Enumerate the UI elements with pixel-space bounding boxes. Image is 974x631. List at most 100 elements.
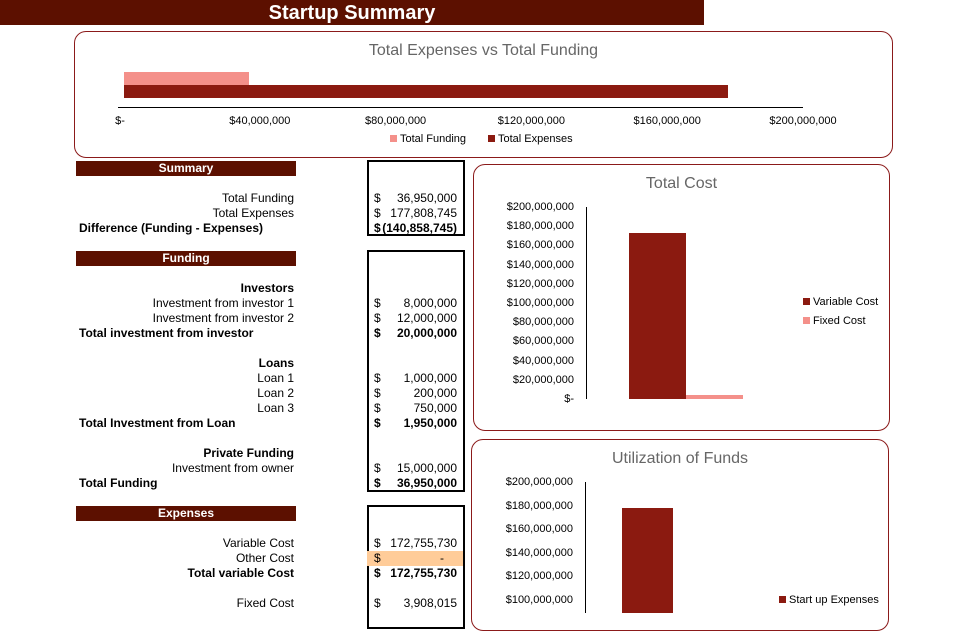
dollar-sign: $ — [374, 461, 381, 475]
row-label: Investment from owner — [171, 461, 294, 475]
legend-label: Fixed Cost — [813, 315, 866, 327]
x-tick-label: $- — [115, 115, 125, 127]
row-label: Difference (Funding - Expenses) — [79, 221, 264, 235]
row-label: Other Cost — [235, 551, 294, 565]
chart-utilization-of-funds: Utilization of Funds — [471, 439, 889, 631]
dollar-sign: $ — [374, 536, 381, 550]
y-tick-label: $120,000,000 — [505, 570, 573, 583]
row-label: Fixed Cost — [236, 596, 294, 610]
chart-title: Total Expenses vs Total Funding — [368, 42, 599, 59]
dollar-sign: $ — [374, 476, 381, 490]
y-tick-label: $200,000,000 — [505, 476, 573, 488]
dollar-sign: $ — [374, 191, 381, 205]
bar-fixed-cost — [686, 395, 743, 399]
row-label: Total Funding — [79, 476, 158, 490]
legend-swatch — [488, 135, 495, 142]
row-label: Investment from investor 2 — [152, 311, 294, 325]
row-value: $20,000,000 — [374, 326, 457, 341]
amount: (140,858,745) — [382, 221, 457, 235]
row-value: $172,755,730 — [374, 536, 457, 551]
legend-item: Start up Expenses — [779, 594, 879, 606]
amount: 172,755,730 — [390, 536, 457, 550]
amount: 1,950,000 — [403, 416, 457, 430]
legend-label: Variable Cost — [813, 296, 879, 308]
y-tick-label: $- — [564, 393, 574, 405]
row-value: $1,000,000 — [374, 371, 457, 386]
bar-start-up-expenses — [622, 508, 673, 613]
row-label: Loan 3 — [257, 401, 294, 415]
dollar-sign: $ — [374, 221, 381, 235]
y-tick-label: $140,000,000 — [505, 546, 573, 559]
summary-header: Summary — [76, 161, 296, 176]
row-value: $177,808,745 — [374, 206, 457, 221]
row-value: $8,000,000 — [374, 296, 457, 311]
legend-label: Total Funding — [400, 133, 467, 145]
row-value: $1,950,000 — [374, 416, 457, 431]
amount: 1,000,000 — [403, 371, 457, 385]
amount: 750,000 — [413, 401, 457, 415]
y-tick-label: $80,000,000 — [512, 316, 574, 329]
legend-item: Fixed Cost — [803, 315, 866, 327]
x-tick-label: $80,000,000 — [365, 115, 427, 127]
chart-title: Utilization of Funds — [611, 450, 749, 467]
dollar-sign: $ — [374, 551, 381, 565]
y-tick-label: $140,000,000 — [506, 258, 574, 271]
amount: 177,808,745 — [390, 206, 457, 220]
bar-variable-cost — [629, 233, 686, 399]
row-label: Total Investment from Loan — [79, 416, 236, 430]
x-tick-label: $200,000,000 — [769, 115, 837, 127]
amount: - — [440, 551, 444, 565]
y-tick-label: $20,000,000 — [512, 373, 574, 386]
x-tick-label: $40,000,000 — [229, 115, 291, 127]
row-label: Total variable Cost — [187, 566, 294, 580]
amount: 20,000,000 — [396, 326, 457, 340]
y-tick-label: $200,000,000 — [506, 201, 574, 213]
legend-label: Total Expenses — [498, 133, 573, 145]
row-value: $36,950,000 — [374, 191, 457, 206]
expenses-header: Expenses — [76, 506, 296, 521]
amount: 3,908,015 — [403, 596, 457, 610]
y-tick-label: $60,000,000 — [512, 335, 574, 348]
row-label: Loan 2 — [257, 386, 294, 400]
amount: 8,000,000 — [403, 296, 457, 310]
dollar-sign: $ — [374, 416, 381, 430]
amount: 200,000 — [413, 386, 457, 400]
amount: 172,755,730 — [390, 566, 457, 580]
legend-swatch — [390, 135, 397, 142]
dollar-sign: $ — [374, 296, 381, 310]
dollar-sign: $ — [374, 311, 381, 325]
row-label: Loan 1 — [257, 371, 294, 385]
dollar-sign: $ — [374, 326, 381, 340]
legend-item: Variable Cost — [803, 296, 878, 308]
amount: 12,000,000 — [396, 311, 457, 325]
row-label: Variable Cost — [222, 536, 294, 550]
y-tick-label: $120,000,000 — [506, 277, 574, 290]
amount: 36,950,000 — [396, 191, 457, 205]
dollar-sign: $ — [374, 371, 381, 385]
y-axis — [585, 482, 586, 613]
row-value: $12,000,000 — [374, 311, 457, 326]
y-tick-label: $160,000,000 — [506, 239, 574, 252]
dollar-sign: $ — [374, 566, 381, 580]
row-value: $172,755,730 — [374, 566, 457, 581]
page-title: Startup Summary — [0, 0, 704, 25]
dollar-sign: $ — [374, 596, 381, 610]
row-label: Private Funding — [203, 446, 294, 460]
row-label: Loans — [258, 356, 294, 370]
dollar-sign: $ — [374, 401, 381, 415]
amount: 36,950,000 — [396, 476, 457, 490]
y-tick-label: $100,000,000 — [505, 594, 573, 606]
legend-item: Total Expenses — [488, 133, 573, 145]
row-value: $ - — [367, 551, 463, 566]
row-value: $750,000 — [374, 401, 457, 416]
chart-title: Total Cost — [645, 175, 718, 192]
funding-value-box — [367, 250, 465, 492]
y-tick-label: $40,000,000 — [512, 354, 574, 367]
row-label: Total investment from investor — [79, 326, 254, 340]
y-tick-label: $180,000,000 — [505, 499, 573, 512]
row-label: Total Funding — [221, 191, 294, 205]
amount: 15,000,000 — [396, 461, 457, 475]
row-value: $200,000 — [374, 386, 457, 401]
row-value: $15,000,000 — [374, 461, 457, 476]
dollar-sign: $ — [374, 386, 381, 400]
